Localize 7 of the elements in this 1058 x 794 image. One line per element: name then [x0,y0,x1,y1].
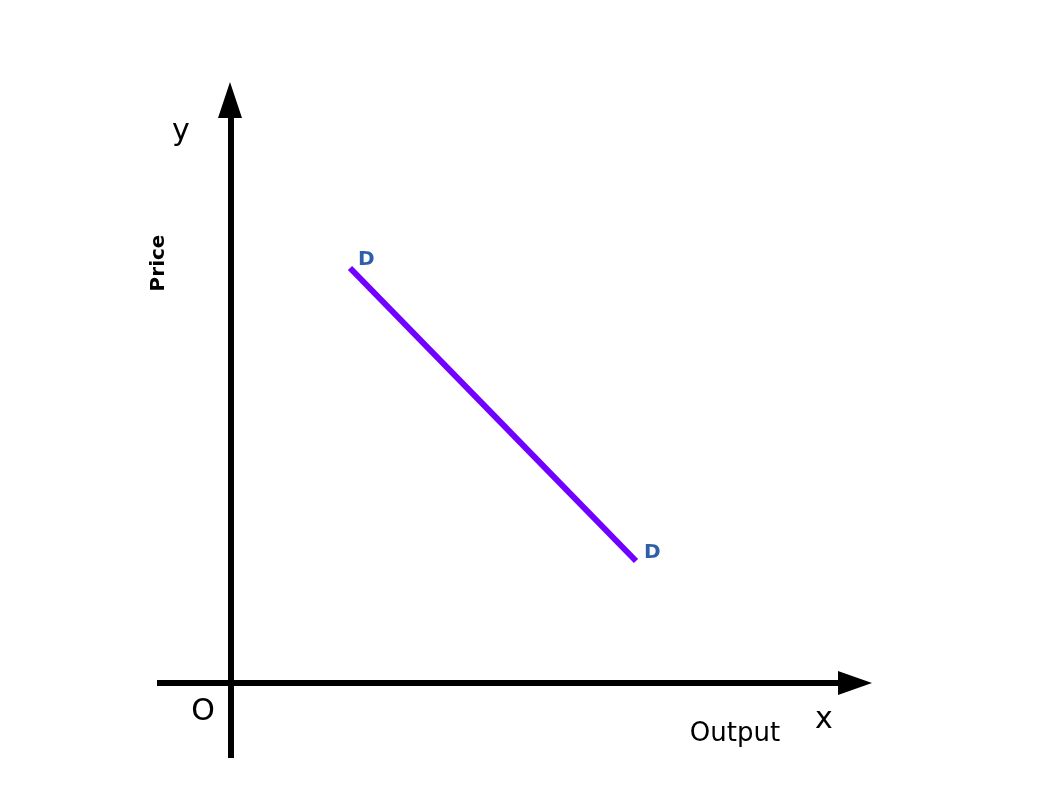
annotation: D [644,538,661,563]
y-axis-title: Price [145,234,169,292]
text: O [191,692,215,727]
x-axis-title: Output [689,717,781,747]
text: y [172,112,190,147]
annotation: D [358,246,375,270]
text: x [815,700,833,735]
